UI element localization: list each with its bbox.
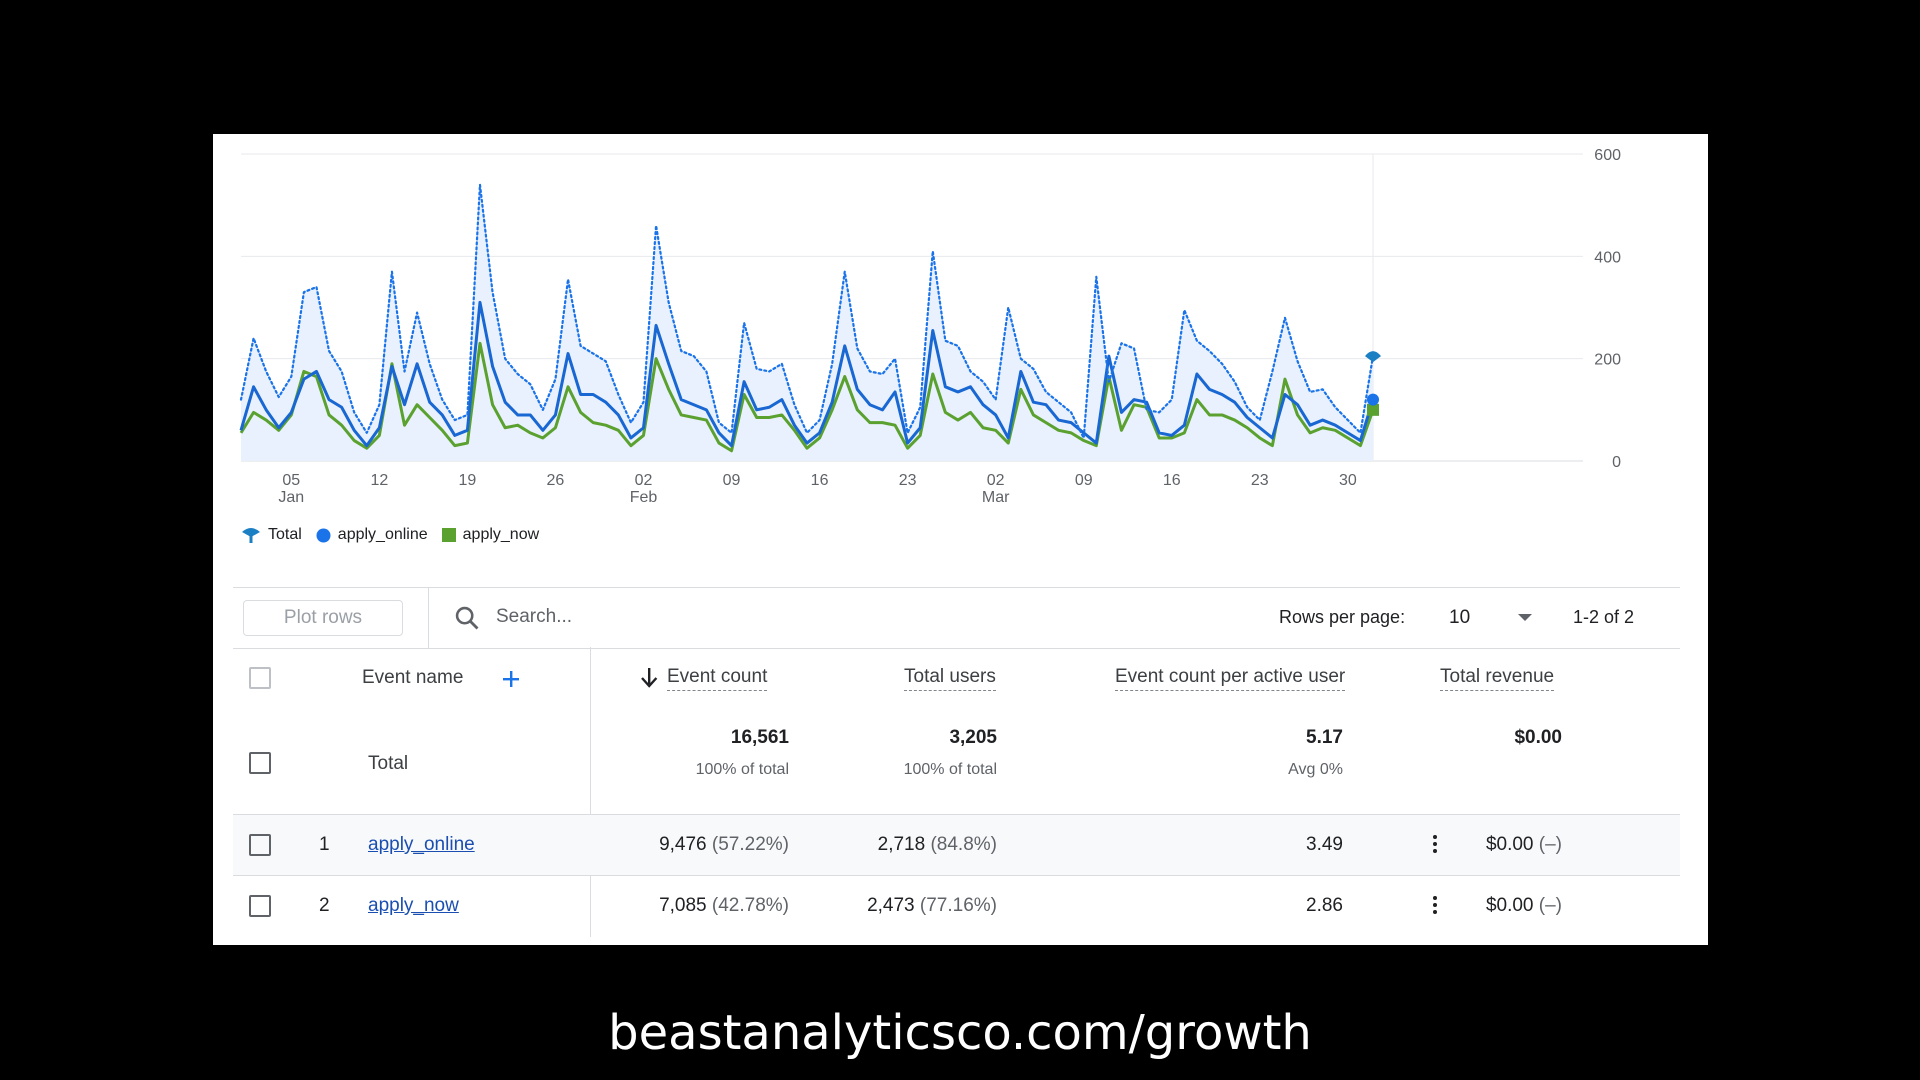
event-link-apply-online[interactable]: apply_online <box>368 834 475 855</box>
y-tick-label: 400 <box>1594 249 1621 266</box>
x-tick-day: 23 <box>1251 472 1269 489</box>
total-revenue: $0.00 <box>1514 727 1562 748</box>
add-dimension-icon[interactable] <box>501 669 521 689</box>
total-users-sub: 100% of total <box>903 761 997 778</box>
square-marker-icon <box>441 528 456 542</box>
y-tick-label: 200 <box>1594 352 1621 369</box>
header-total-revenue[interactable]: Total revenue <box>1440 666 1555 691</box>
x-tick-day: 23 <box>899 472 917 489</box>
revenue-value: $0.00 <box>1485 895 1534 916</box>
total-row-checkbox[interactable] <box>249 752 271 774</box>
row-index: 1 <box>319 834 330 855</box>
event-count-value: 7,085 <box>659 895 707 916</box>
x-tick-day: 05 <box>282 472 300 489</box>
events-table: Event name Event count Total users Event… <box>233 647 1680 937</box>
legend-apply-now[interactable]: apply_now <box>441 526 540 544</box>
total-row-label: Total <box>368 753 409 774</box>
event-link-apply-now[interactable]: apply_now <box>368 895 459 916</box>
x-tick-day: 09 <box>1075 472 1093 489</box>
event-count-percent: (57.22%) <box>711 834 789 855</box>
row-event-count: 9,476 (57.22%) <box>659 834 789 856</box>
x-tick-day: 19 <box>459 472 477 489</box>
select-all-checkbox[interactable] <box>249 667 271 689</box>
header-total-users[interactable]: Total users <box>904 666 996 691</box>
x-tick-month: Feb <box>630 489 658 506</box>
legend-total[interactable]: Total <box>241 526 302 544</box>
x-tick-day: 02 <box>635 472 653 489</box>
series-line-apply-online <box>239 300 1375 448</box>
circle-marker-icon <box>316 528 331 542</box>
table-row[interactable]: 2 apply_now 7,085 (42.78%) 2,473 (77.16%… <box>233 875 1680 936</box>
plot-rows-button[interactable]: Plot rows <box>243 600 403 636</box>
search-input[interactable]: Search... <box>496 606 573 627</box>
total-end-marker <box>1365 351 1381 363</box>
rows-per-page-select[interactable]: 10 <box>1449 607 1471 628</box>
x-tick-month: Jan <box>278 489 304 506</box>
y-tick-label: 0 <box>1612 454 1621 471</box>
table-row[interactable]: 1 apply_online 9,476 (57.22%) 2,718 (84.… <box>233 814 1680 875</box>
x-tick-month: Mar <box>982 489 1010 506</box>
revenue-delta: (–) <box>1538 834 1562 855</box>
row-index: 2 <box>319 895 330 916</box>
x-tick-day: 09 <box>723 472 741 489</box>
column-divider <box>590 647 591 937</box>
x-tick-day: 26 <box>547 472 565 489</box>
more-options-icon[interactable] <box>1433 896 1437 917</box>
event-count-percent: (42.78%) <box>711 895 789 916</box>
total-marker-icon <box>242 528 260 543</box>
total-per-user-sub: Avg 0% <box>1288 761 1343 778</box>
total-event-count: 16,561 <box>730 727 789 748</box>
row-checkbox[interactable] <box>249 834 271 856</box>
x-tick-day: 16 <box>1163 472 1181 489</box>
row-revenue: $0.00 (–) <box>1486 834 1562 856</box>
event-count-value: 9,476 <box>659 834 707 855</box>
search-icon[interactable] <box>453 604 481 632</box>
apply-online-end-marker <box>1367 393 1379 406</box>
x-tick-day: 30 <box>1339 472 1357 489</box>
revenue-delta: (–) <box>1538 895 1562 916</box>
legend-apply-now-label: apply_now <box>462 526 540 543</box>
x-tick-day: 02 <box>987 472 1005 489</box>
row-event-count: 7,085 (42.78%) <box>659 895 789 917</box>
revenue-value: $0.00 <box>1485 834 1534 855</box>
row-total-users: 2,473 (77.16%) <box>867 895 997 917</box>
chart-legend: Total apply_online apply_now <box>241 526 553 544</box>
total-event-count-sub: 100% of total <box>695 761 789 778</box>
header-event-count[interactable]: Event count <box>667 666 768 691</box>
total-per-user: 5.17 <box>1306 727 1343 748</box>
legend-apply-online-label: apply_online <box>337 526 428 543</box>
sort-descending-icon[interactable] <box>640 667 658 689</box>
row-total-users: 2,718 (84.8%) <box>878 834 997 856</box>
row-checkbox[interactable] <box>249 895 271 917</box>
analytics-panel: 600 400 200 0 05 Jan 12 19 26 02 Feb 09 16 23 02 Mar 09… <box>213 134 1708 945</box>
row-revenue: $0.00 (–) <box>1486 895 1562 917</box>
series-line-apply-now <box>239 341 1375 453</box>
footer-url: beastanalyticsco.com/growth <box>608 1005 1312 1061</box>
y-tick-label: 600 <box>1594 147 1621 164</box>
pagination-status: 1-2 of 2 <box>1573 607 1635 627</box>
total-users-value: 2,718 <box>877 834 926 855</box>
apply-now-end-marker <box>1367 403 1379 416</box>
row-per-user: 2.86 <box>1306 895 1343 916</box>
rows-per-page-label: Rows per page: <box>1279 607 1406 627</box>
total-area-fill <box>241 184 1373 461</box>
row-per-user: 3.49 <box>1306 834 1343 855</box>
table-toolbar: Plot rows Search... Rows per page: 10 1-… <box>233 587 1680 649</box>
header-event-count-per-active-user[interactable]: Event count per active user <box>1115 666 1346 691</box>
total-users-percent: (77.16%) <box>919 895 997 916</box>
legend-apply-online[interactable]: apply_online <box>316 526 428 544</box>
more-options-icon[interactable] <box>1433 835 1437 856</box>
legend-total-label: Total <box>268 526 302 543</box>
total-users-value: 2,473 <box>867 895 915 916</box>
dropdown-arrow-icon[interactable] <box>1518 614 1532 621</box>
toolbar-divider <box>428 588 429 648</box>
total-users-percent: (84.8%) <box>930 834 997 855</box>
x-tick-day: 12 <box>370 472 388 489</box>
header-event-name[interactable]: Event name <box>362 667 464 688</box>
x-tick-day: 16 <box>811 472 829 489</box>
total-users: 3,205 <box>949 727 997 748</box>
